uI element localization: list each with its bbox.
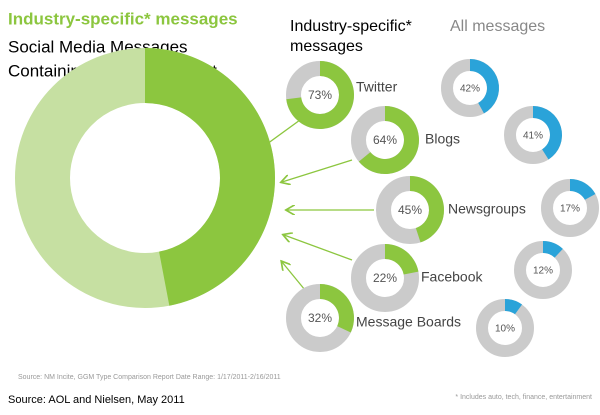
category-label: Twitter	[356, 79, 398, 95]
donut-segment	[470, 59, 499, 114]
donut-segment	[145, 48, 276, 306]
value-label: 64%	[373, 133, 397, 147]
donut-segment	[410, 176, 444, 243]
donut-segment	[385, 244, 419, 275]
value-label: 32%	[308, 311, 332, 325]
value-label: 22%	[373, 271, 397, 285]
title: Industry-specific* messages	[8, 9, 238, 28]
donut-segment	[358, 106, 419, 175]
value-label: 42%	[460, 84, 480, 95]
category-label: Message Boards	[356, 314, 461, 330]
value-label: 47%	[123, 165, 167, 190]
value-label: 10%	[495, 324, 515, 335]
column-heading: Industry-specific*	[290, 18, 412, 35]
donut-segment	[570, 179, 596, 200]
category-label: Newsgroups	[448, 201, 526, 217]
donut-segment	[286, 61, 355, 129]
donut-segment	[543, 241, 563, 258]
donut-segment	[505, 299, 523, 315]
value-label: 17%	[560, 204, 580, 215]
value-label: 45%	[398, 203, 422, 217]
footnote: * Includes auto, tech, finance, entertai…	[455, 394, 592, 401]
report-source: Source: NM Incite, GGM Type Comparison R…	[18, 374, 281, 381]
category-label: Blogs	[425, 131, 460, 147]
donut-segment	[533, 106, 562, 160]
value-label: 41%	[523, 131, 543, 142]
source: Source: AOL and Nielsen, May 2011	[8, 394, 185, 406]
category-label: Facebook	[421, 269, 483, 285]
column-heading: All messages	[450, 18, 545, 35]
value-label: 73%	[308, 88, 332, 102]
value-label: 12%	[533, 266, 553, 277]
column-heading: messages	[290, 38, 363, 55]
donut-segment	[320, 284, 355, 333]
